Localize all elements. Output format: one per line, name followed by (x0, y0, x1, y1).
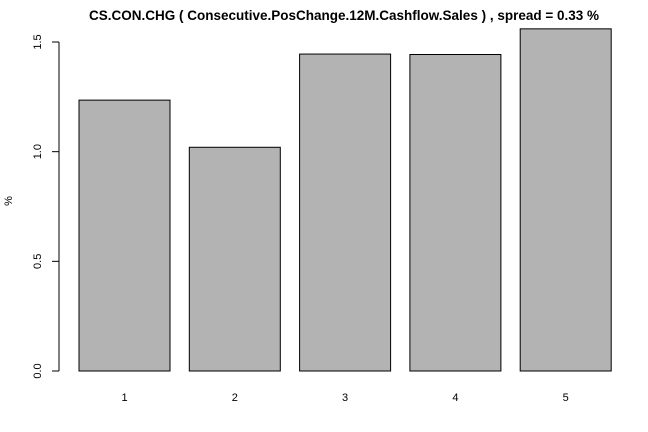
y-axis-ticks: 0.0 0.5 1.0 1.5 (32, 34, 59, 379)
y-tick-label: 1.5 (32, 34, 44, 49)
x-tick-label: 1 (121, 392, 127, 404)
y-tick-label: 0.0 (32, 363, 44, 378)
x-tick-label: 5 (563, 392, 569, 404)
bar-3 (299, 53, 392, 372)
y-tick-label: 1.0 (32, 144, 44, 159)
x-axis-labels: 1 2 3 4 5 (121, 392, 568, 404)
x-tick-label: 3 (342, 392, 348, 404)
x-tick-label: 4 (452, 392, 458, 404)
bar-1 (78, 99, 171, 372)
chart-title: CS.CON.CHG ( Consecutive.PosChange.12M.C… (89, 8, 599, 23)
bar-4 (409, 54, 502, 372)
y-axis-label: % (3, 196, 15, 206)
bar-5 (519, 28, 612, 372)
x-tick-label: 2 (232, 392, 238, 404)
bars-group (78, 28, 612, 372)
y-tick-label: 0.5 (32, 254, 44, 269)
bar-2 (188, 146, 281, 372)
